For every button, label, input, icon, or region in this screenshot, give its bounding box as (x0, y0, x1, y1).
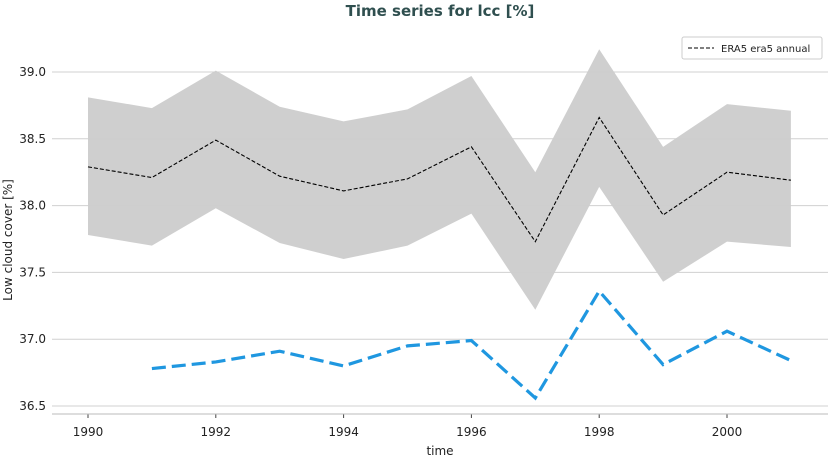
y-tick-label: 38.0 (19, 199, 46, 213)
y-tick-label: 37.0 (19, 332, 46, 346)
x-tick-label: 1996 (456, 425, 487, 439)
x-tick-label: 1992 (201, 425, 232, 439)
uncertainty-band (88, 49, 791, 310)
x-tick-label: 2000 (712, 425, 743, 439)
x-tick-label: 1998 (584, 425, 615, 439)
blue-series-line (151, 288, 792, 401)
legend: ERA5 era5 annual (681, 36, 823, 60)
y-tick-label: 39.0 (19, 65, 46, 79)
chart-title: Time series for lcc [%] (346, 2, 535, 20)
x-tick-label: 1994 (328, 425, 359, 439)
y-tick-label: 38.5 (19, 132, 46, 146)
legend-box (681, 36, 823, 60)
y-tick-label: 36.5 (19, 399, 46, 413)
y-tick-label: 37.5 (19, 265, 46, 279)
x-axis-label: time (426, 444, 453, 457)
y-axis-label: Low cloud cover [%] (1, 179, 15, 301)
legend-label: ERA5 era5 annual (721, 44, 810, 55)
x-tick-label: 1990 (73, 425, 104, 439)
era5-series-line (87, 116, 791, 243)
